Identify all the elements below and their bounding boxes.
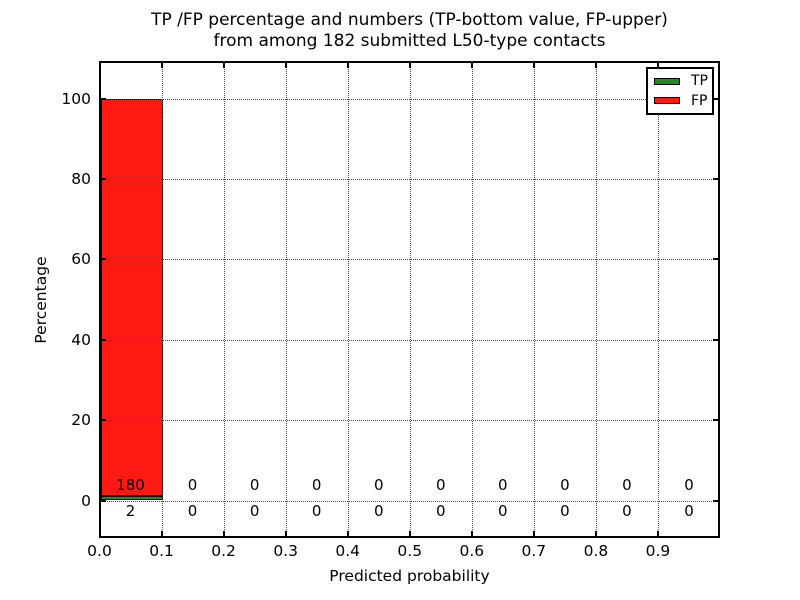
gridline-horizontal — [101, 178, 718, 180]
y-tick-label: 60 — [71, 250, 91, 269]
tp-count-label: 0 — [684, 502, 694, 520]
tp-count-label: 0 — [311, 502, 322, 520]
y-tick-left — [101, 419, 106, 422]
fp-swatch-icon — [654, 97, 680, 105]
tp-count-label: 2 — [125, 502, 136, 520]
x-tick-top — [222, 63, 225, 68]
x-tick-label: 0.2 — [211, 542, 236, 560]
fp-count-label: 0 — [311, 476, 322, 494]
x-tick-bottom — [408, 531, 411, 536]
tp-count-label: 0 — [560, 502, 570, 520]
y-tick-label: 40 — [71, 330, 91, 349]
y-tick-label: 100 — [61, 89, 91, 108]
x-tick-top — [470, 63, 473, 68]
y-tick-labels: 0 20 40 60 80 100 — [19, 0, 91, 600]
x-tick-label: 0.7 — [521, 542, 547, 560]
gridline-vertical — [657, 63, 659, 536]
tp-count-label: 0 — [498, 502, 508, 520]
x-tick-bottom — [470, 531, 473, 536]
y-tick-right — [713, 97, 718, 100]
x-tick-label: 0.9 — [645, 542, 671, 560]
y-tick-label: 20 — [71, 411, 91, 430]
legend-label: TP — [691, 73, 708, 90]
x-tick-bottom — [222, 531, 225, 536]
y-tick-left — [101, 338, 106, 341]
fp-count-label: 0 — [622, 476, 632, 494]
tp-count-label: 0 — [435, 502, 446, 520]
gridline-vertical — [409, 63, 411, 536]
chart-title-line1: TP /FP percentage and numbers (TP-bottom… — [151, 10, 668, 30]
y-tick-right — [713, 338, 718, 341]
legend: TP FP — [646, 67, 714, 115]
chart-title: TP /FP percentage and numbers (TP-bottom… — [99, 10, 720, 52]
x-tick-bottom — [594, 531, 597, 536]
x-tick-top — [594, 63, 597, 68]
fp-count-label: 0 — [373, 476, 384, 494]
y-tick-left — [101, 177, 106, 180]
x-tick-labels: 0.0 0.1 0.2 0.3 0.4 0.5 0.6 0.7 0.8 0.9 — [87, 542, 720, 560]
x-tick-top — [160, 63, 163, 68]
legend-item: TP — [648, 74, 712, 88]
x-tick-label: 0.6 — [459, 542, 485, 560]
x-axis-label: Predicted probability — [329, 567, 490, 585]
gridline-horizontal — [101, 420, 718, 422]
tp-count-label: 0 — [187, 502, 198, 520]
tp-swatch-icon — [654, 77, 680, 85]
x-tick-label: 0.1 — [149, 542, 174, 560]
gridline-horizontal — [101, 98, 718, 100]
gridline-vertical — [533, 63, 535, 536]
fp-count-label: 180 — [116, 476, 145, 494]
y-tick-right — [713, 177, 718, 180]
gridline-vertical — [595, 63, 597, 536]
x-tick-bottom — [346, 531, 349, 536]
gridline-vertical — [347, 63, 349, 536]
gridline-vertical — [285, 63, 287, 536]
legend-item: FP — [648, 94, 712, 108]
y-tick-label: 80 — [71, 169, 91, 188]
x-tick-label: 0.8 — [583, 542, 609, 560]
x-tick-bottom — [532, 531, 535, 536]
y-tick-right — [713, 258, 718, 261]
tp-count-label: 0 — [622, 502, 632, 520]
x-tick-bottom — [656, 531, 659, 536]
legend-label: FP — [691, 92, 708, 109]
gridline-vertical — [471, 63, 473, 536]
x-tick-top — [346, 63, 349, 68]
x-tick-label: 0.5 — [397, 542, 423, 560]
gridline-vertical — [223, 63, 225, 536]
fp-count-label: 0 — [187, 476, 198, 494]
x-tick-top — [284, 63, 287, 68]
x-tick-top — [408, 63, 411, 68]
tp-count-label: 0 — [373, 502, 384, 520]
y-tick-left — [101, 499, 106, 502]
x-tick-label: 0.0 — [87, 542, 112, 560]
x-tick-top — [532, 63, 535, 68]
plot-area: 2 0 0 0 0 0 0 0 0 0 180 0 0 0 0 0 0 0 0 0 — [99, 61, 720, 538]
x-tick-top — [656, 63, 659, 68]
y-tick-right — [713, 419, 718, 422]
fp-count-label: 0 — [560, 476, 570, 494]
fp-count-label: 0 — [498, 476, 508, 494]
tp-count-label: 0 — [249, 502, 260, 520]
y-tick-left — [101, 97, 106, 100]
y-tick-left — [101, 258, 106, 261]
x-tick-bottom — [284, 531, 287, 536]
x-tick-label: 0.3 — [273, 542, 298, 560]
chart-title-line2: from among 182 submitted L50-type contac… — [213, 31, 606, 51]
fp-count-label: 0 — [249, 476, 260, 494]
gridline-horizontal — [101, 339, 718, 341]
gridline-vertical — [161, 63, 163, 536]
y-tick-label: 0 — [81, 491, 91, 510]
gridline-horizontal — [101, 500, 718, 502]
x-tick-label: 0.4 — [335, 542, 361, 560]
x-tick-bottom — [160, 531, 163, 536]
fp-count-label: 0 — [435, 476, 446, 494]
y-tick-right — [713, 499, 718, 502]
gridline-horizontal — [101, 259, 718, 261]
fp-bar — [101, 98, 163, 497]
fp-count-label: 0 — [684, 476, 694, 494]
